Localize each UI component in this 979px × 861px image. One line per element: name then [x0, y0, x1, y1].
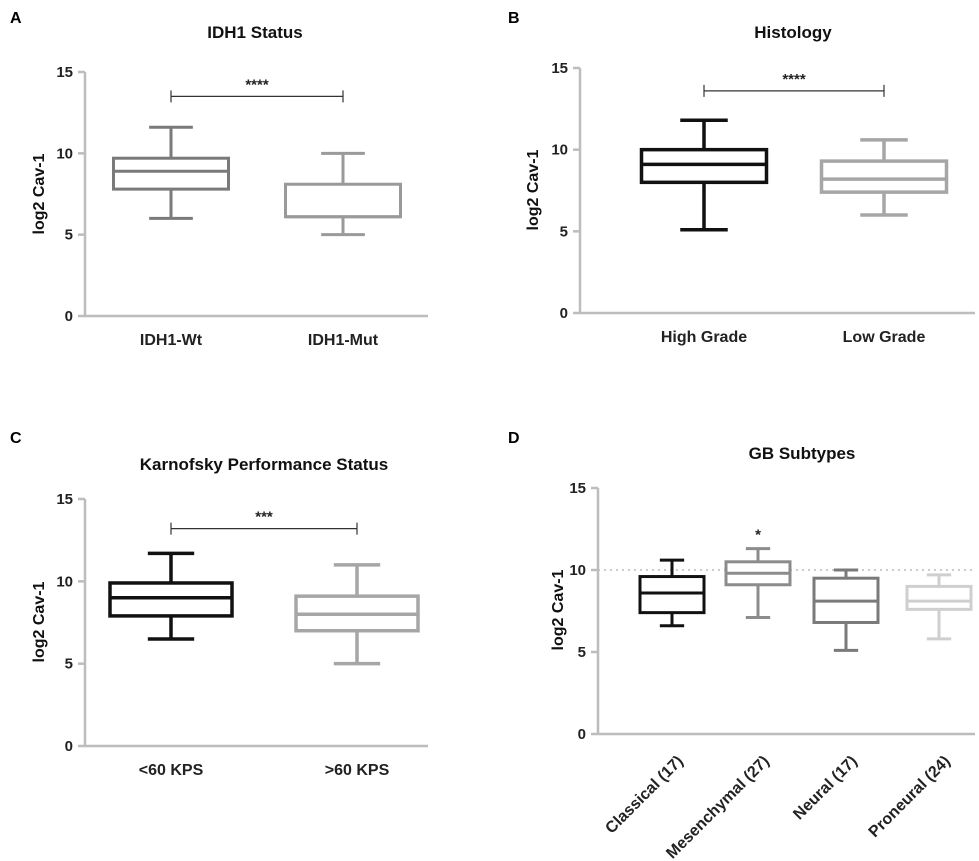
x-tick-label: >60 KPS — [325, 762, 390, 779]
y-axis-label: log2 Cav-1 — [31, 153, 48, 234]
chart-title: GB Subtypes — [749, 444, 856, 463]
box-0 — [639, 118, 769, 232]
box-0 — [108, 551, 234, 641]
y-tick-label: 15 — [56, 491, 73, 508]
significance-label: **** — [782, 71, 806, 88]
x-tick-label: IDH1-Wt — [140, 332, 203, 349]
box-1 — [724, 547, 792, 620]
y-tick-label: 0 — [560, 305, 568, 322]
y-axis-label: log2 Cav-1 — [31, 581, 48, 662]
y-tick-label: 10 — [551, 142, 568, 159]
y-tick-label: 5 — [578, 644, 586, 661]
y-tick-label: 0 — [578, 726, 586, 743]
y-tick-label: 15 — [569, 480, 586, 497]
chart-title: Histology — [754, 23, 832, 42]
y-axis-label: log2 Cav-1 — [525, 149, 542, 230]
y-tick-label: 15 — [551, 60, 568, 77]
y-tick-label: 0 — [65, 738, 73, 755]
y-tick-label: 15 — [56, 64, 73, 81]
y-tick-label: 5 — [65, 227, 73, 244]
box-body — [905, 584, 973, 611]
significance-star: * — [755, 527, 761, 544]
box-0 — [638, 558, 706, 628]
x-tick-label: Proneural (24) — [866, 753, 954, 841]
y-axis-label: log2 Cav-1 — [550, 569, 567, 650]
x-tick-label: IDH1-Mut — [308, 332, 379, 349]
box-3 — [905, 573, 973, 641]
y-tick-label: 10 — [569, 562, 586, 579]
x-tick-label: High Grade — [661, 329, 747, 346]
chart-title: Karnofsky Performance Status — [140, 455, 388, 474]
box-body — [638, 575, 706, 615]
box-body — [819, 159, 949, 194]
box-0 — [112, 125, 230, 220]
box-body — [284, 182, 402, 219]
box-1 — [284, 151, 402, 237]
panel-c: C Karnofsky Performance Status log2 Cav-1 0… — [10, 430, 428, 779]
x-tick-label: Low Grade — [843, 329, 926, 346]
y-tick-label: 5 — [560, 223, 568, 240]
y-tick-label: 10 — [56, 573, 73, 590]
box-body — [112, 156, 230, 191]
x-tick-label: Classical (17) — [602, 753, 686, 837]
x-tick-label: <60 KPS — [139, 762, 204, 779]
panel-letter: C — [10, 430, 22, 447]
panel-a: A IDH1 Status log2 Cav-1 0 5 10 15 IDH1-Wt IDH1-… — [10, 10, 428, 349]
panel-letter: A — [10, 10, 22, 27]
panel-d: D GB Subtypes log2 Cav-1 0 5 10 15 Classical (1… — [508, 430, 975, 861]
panel-b: B Histology log2 Cav-1 0 5 10 15 High Grade Low … — [508, 10, 975, 346]
y-tick-label: 5 — [65, 656, 73, 673]
y-tick-label: 0 — [65, 308, 73, 325]
box-2 — [812, 568, 880, 652]
x-tick-label: Neural (17) — [790, 753, 861, 824]
panel-letter: D — [508, 430, 520, 447]
significance-label: **** — [245, 76, 269, 93]
box-1 — [294, 563, 420, 666]
box-1 — [819, 138, 949, 217]
panel-letter: B — [508, 10, 520, 27]
significance-label: *** — [255, 509, 273, 526]
chart-title: IDH1 Status — [207, 23, 302, 42]
y-tick-label: 10 — [56, 145, 73, 162]
